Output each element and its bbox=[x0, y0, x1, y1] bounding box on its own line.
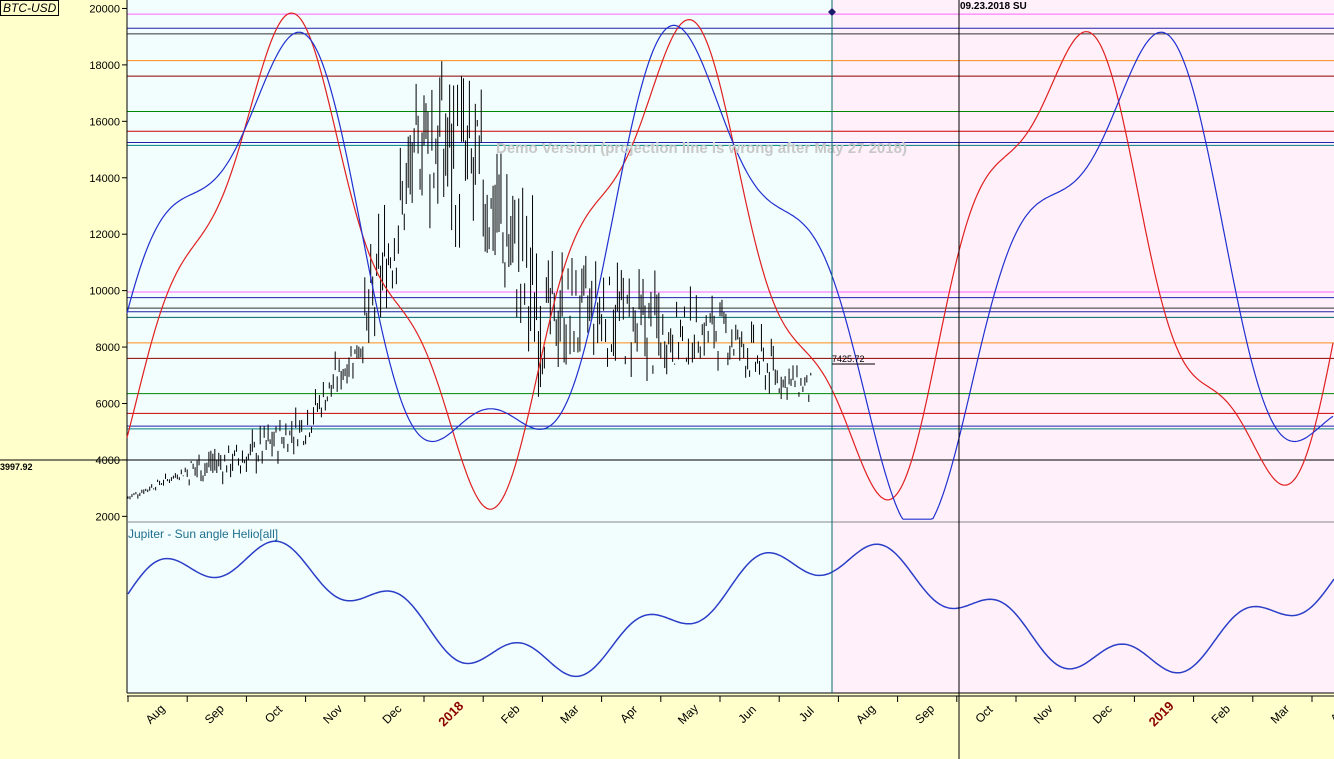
symbol-label[interactable]: BTC-USD bbox=[0, 0, 60, 16]
x-tick-label: Mar bbox=[557, 702, 582, 727]
watermark-text: Demo Version (projection line is wrong a… bbox=[496, 140, 907, 157]
x-tick-label: Feb bbox=[1209, 702, 1234, 727]
y-tick-label: 8000 bbox=[96, 342, 120, 354]
x-tick-label: Jun bbox=[735, 702, 759, 726]
x-tick-label: 2019 bbox=[1146, 698, 1177, 729]
x-tick-label: Dec bbox=[379, 702, 404, 727]
y-tick-label: 2000 bbox=[96, 511, 120, 523]
background-zones bbox=[127, 0, 1334, 693]
y-tick-label: 16000 bbox=[89, 116, 120, 128]
future-zone bbox=[832, 0, 1334, 693]
x-tick-label: Apr bbox=[617, 703, 640, 726]
price-bars bbox=[127, 61, 812, 500]
x-tick-label: Mar bbox=[1268, 702, 1293, 727]
y-tick-label: 20000 bbox=[89, 3, 120, 15]
y-tick-label: 18000 bbox=[89, 60, 120, 72]
y-tick-label: 10000 bbox=[89, 286, 120, 298]
x-tick-label: Nov bbox=[1031, 702, 1056, 727]
x-tick-label: Aug bbox=[143, 702, 168, 727]
x-tick-label: Oct bbox=[262, 702, 286, 726]
x-tick-label: May bbox=[675, 701, 701, 727]
x-tick-label: Nov bbox=[320, 702, 345, 727]
x-tick-label: Aug bbox=[853, 702, 878, 727]
left-price-label: 3997.92 bbox=[0, 462, 33, 472]
x-tick-label: Sep bbox=[912, 701, 937, 726]
overlay: Demo Version (projection line is wrong a… bbox=[128, 0, 1027, 759]
y-axis: 2000 4000 6000 8000 10000 12000 14000 16000 1800… bbox=[89, 0, 128, 693]
y-tick-label: 4000 bbox=[96, 455, 120, 467]
x-tick-label: Apr bbox=[1328, 703, 1334, 726]
y-tick-label: 14000 bbox=[89, 173, 120, 185]
horizontal-levels: 3997.92 bbox=[0, 13, 1334, 472]
projection-value-label: 7425.72 bbox=[832, 354, 865, 364]
indicator-line bbox=[127, 540, 1334, 678]
x-tick-label: Sep bbox=[202, 701, 227, 726]
x-tick-label: Feb bbox=[498, 702, 523, 727]
projection-line-red bbox=[126, 12, 1334, 510]
indicator-label: Jupiter - Sun angle Helio[all] bbox=[128, 527, 278, 541]
date-marker-label: 09.23.2018 SU bbox=[960, 1, 1027, 12]
x-tick-label: Jul bbox=[796, 704, 817, 725]
diamond-marker[interactable] bbox=[828, 8, 836, 16]
x-tick-label: 2018 bbox=[435, 698, 466, 729]
x-tick-label: Dec bbox=[1090, 702, 1115, 727]
y-tick-label: 6000 bbox=[96, 398, 120, 410]
past-zone bbox=[127, 0, 832, 693]
projection-line-blue bbox=[126, 24, 1334, 520]
y-tick-label: 12000 bbox=[89, 229, 120, 241]
projection-lines bbox=[126, 12, 1334, 520]
indicator-panel bbox=[127, 521, 1334, 678]
x-tick-label: Oct bbox=[972, 702, 996, 726]
x-axis: Aug Sep Oct Nov Dec 2018 Feb Mar Apr May Jun Jul Aug… bbox=[127, 692, 1334, 729]
